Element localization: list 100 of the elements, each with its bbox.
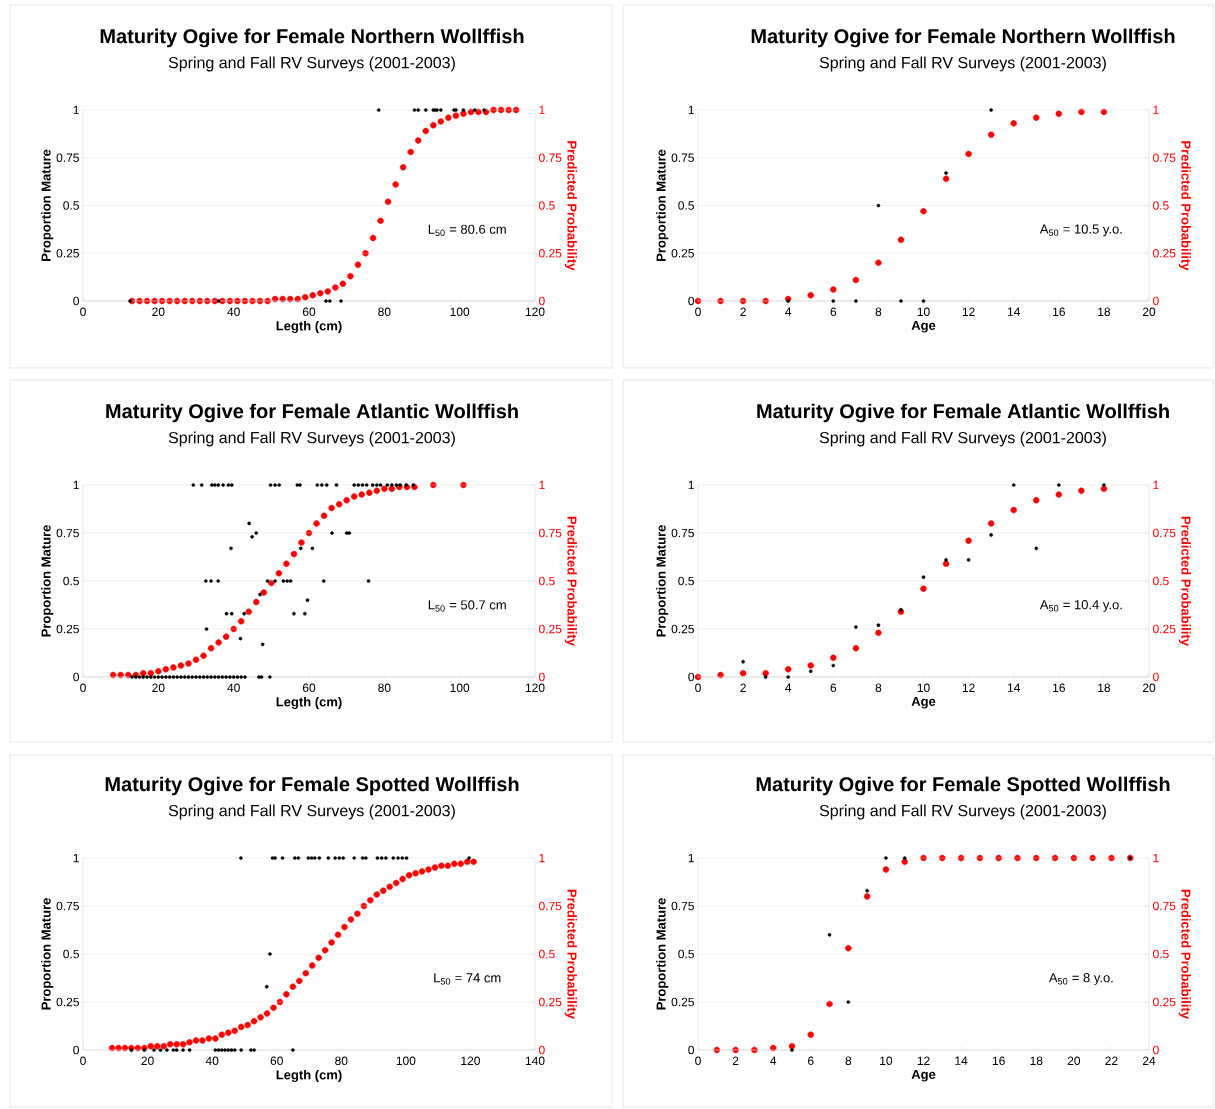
x-tick-label: 4 (770, 1056, 777, 1065)
chart-subtitle: Spring and Fall RV Surveys (2001-2003) (819, 56, 1106, 72)
y2-tick-label: 0.5 (539, 201, 555, 210)
y-axis-title: Proportion Mature (656, 898, 669, 1010)
chart-title: Maturity Ogive for Female Northern Wollffish (751, 28, 1175, 48)
x-tick-label: 140 (525, 1056, 545, 1066)
x-tick-label: 2 (740, 683, 746, 692)
x-tick-label: 4 (785, 683, 792, 692)
x-tick-label: 10 (917, 683, 930, 693)
y-tick-label: 1 (688, 853, 694, 863)
x-tick-label: 60 (302, 683, 316, 693)
y-tick-label: 0.75 (56, 528, 79, 538)
y2-axis-title: Predicted Probability (1178, 889, 1191, 1019)
y-tick-label: 0 (688, 296, 695, 306)
x-tick-label: 20 (1142, 307, 1156, 317)
y2-tick-label: 0 (1153, 296, 1159, 306)
y-tick-label: 0.5 (678, 201, 694, 210)
y-tick-label: 0 (73, 1045, 80, 1055)
x-tick-label: 40 (205, 1056, 219, 1066)
chart-subtitle: Spring and Fall RV Surveys (2001-2003) (819, 804, 1106, 820)
annotation: L$_{50}$ = 80.6 cm (428, 224, 506, 237)
x-tick-label: 14 (1007, 683, 1021, 692)
y-tick-label: 0.75 (56, 153, 79, 162)
x-tick-label: 2 (740, 307, 746, 316)
chart-title: Maturity Ogive for Female Atlantic Wollffish (757, 403, 1169, 423)
x-tick-label: 14 (1007, 307, 1021, 316)
x-axis-title: Legth (cm) (276, 320, 342, 334)
y-tick-label: 0.5 (63, 201, 79, 210)
x-tick-label: 60 (270, 1056, 283, 1066)
x-tick-label: 20 (141, 1056, 154, 1066)
y-tick-label: 1 (688, 105, 694, 115)
x-tick-label: 80 (378, 683, 391, 693)
y-tick-label: 0.25 (56, 997, 79, 1007)
chart-title: Maturity Ogive for Female Spotted Wollffish (105, 776, 519, 796)
x-tick-label: 8 (875, 683, 882, 693)
x-tick-label: 10 (880, 1056, 893, 1066)
x-tick-label: 12 (962, 683, 975, 692)
x-axis-title: Age (911, 1069, 936, 1082)
x-tick-label: 100 (450, 307, 470, 317)
y-tick-label: 0.75 (56, 901, 79, 911)
x-tick-label: 20 (1067, 1056, 1081, 1066)
y-tick-label: 0.75 (671, 153, 694, 162)
y-axis-title: Proportion Mature (41, 525, 54, 637)
y-tick-label: 0.25 (56, 624, 79, 634)
y-tick-label: 0 (688, 1045, 695, 1055)
y-axis-title: Proportion Mature (656, 525, 669, 637)
y-tick-label: 1 (73, 853, 79, 863)
y2-tick-label: 1 (539, 853, 545, 863)
y-axis-title: Proportion Mature (41, 898, 54, 1010)
y2-tick-label: 0.5 (539, 949, 555, 959)
y-axis-title: Proportion Mature (41, 149, 54, 261)
x-tick-label: 60 (302, 307, 316, 317)
x-tick-label: 100 (450, 683, 470, 693)
y2-tick-label: 0 (539, 1045, 545, 1055)
x-tick-label: 20 (1142, 683, 1156, 693)
x-tick-label: 120 (525, 683, 545, 693)
chart-title: Maturity Ogive for Female Northern Wollffish (100, 28, 524, 48)
y2-tick-label: 0 (1153, 672, 1159, 682)
chart-subtitle: Spring and Fall RV Surveys (2001-2003) (819, 431, 1106, 447)
y2-tick-label: 0.25 (1153, 624, 1176, 634)
y2-tick-label: 0.5 (1153, 576, 1169, 586)
x-tick-label: 6 (830, 307, 837, 317)
y2-tick-label: 1 (1153, 853, 1159, 863)
x-tick-label: 20 (152, 307, 165, 317)
y2-tick-label: 0.75 (539, 528, 562, 538)
annotation: A$_{50}$ = 10.5 y.o. (1039, 224, 1122, 237)
x-tick-label: 80 (378, 307, 391, 317)
y2-tick-label: 0.75 (1153, 153, 1176, 162)
y-tick-label: 0.25 (671, 624, 694, 634)
y2-tick-label: 0.75 (539, 901, 562, 911)
y-tick-label: 0.5 (678, 949, 694, 959)
x-tick-label: 22 (1105, 1056, 1118, 1065)
x-tick-label: 80 (335, 1056, 348, 1066)
y2-tick-label: 0.5 (1153, 949, 1169, 959)
x-tick-label: 40 (227, 307, 240, 317)
y2-tick-label: 0.75 (539, 153, 562, 162)
x-tick-label: 18 (1098, 307, 1111, 317)
x-tick-label: 16 (992, 1056, 1005, 1066)
x-tick-label: 6 (808, 1056, 814, 1066)
x-tick-label: 20 (152, 683, 165, 693)
x-tick-label: 120 (525, 307, 545, 317)
x-tick-label: 100 (396, 1056, 416, 1066)
x-tick-label: 10 (917, 307, 930, 317)
y-tick-label: 1 (688, 480, 694, 490)
y-tick-label: 0.25 (671, 249, 694, 258)
y2-tick-label: 0 (539, 672, 545, 682)
y2-tick-label: 0.25 (1153, 997, 1176, 1007)
y2-tick-label: 0.75 (1153, 901, 1176, 911)
y-tick-label: 0 (73, 672, 80, 682)
x-tick-label: 4 (785, 307, 792, 316)
x-tick-label: 12 (962, 307, 975, 316)
y2-axis-title: Predicted Probability (1178, 141, 1191, 271)
annotation: L$_{50}$ = 74 cm (434, 973, 501, 985)
y2-tick-label: 0 (539, 296, 545, 306)
annotation: A$_{50}$ = 10.4 y.o. (1039, 600, 1122, 612)
y-tick-label: 1 (73, 480, 79, 490)
y-tick-label: 0.5 (63, 949, 79, 959)
x-tick-label: 6 (830, 683, 837, 693)
y2-tick-label: 0.25 (539, 624, 562, 634)
y-tick-label: 0 (73, 296, 80, 306)
